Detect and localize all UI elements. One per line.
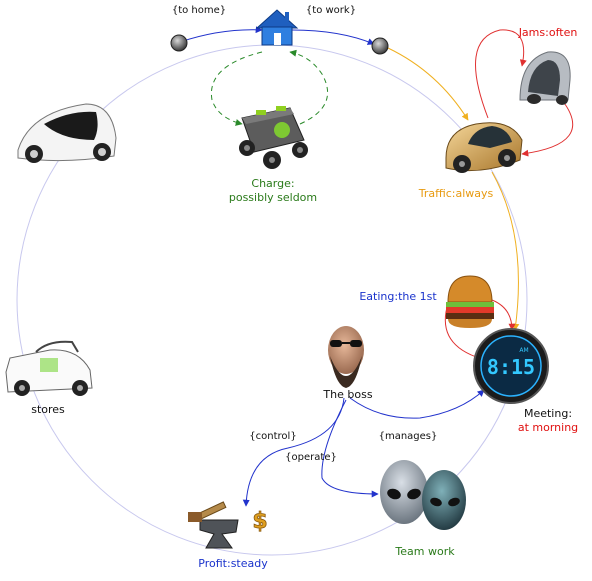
node-label-meeting: Meeting: <box>523 407 573 420</box>
node-label-meeting-value: at morning <box>517 421 579 434</box>
node-label-profit: Profit:steady <box>198 557 268 570</box>
node-label-traffic: Traffic:always <box>418 187 494 200</box>
edge-label-control: {control} <box>249 431 297 442</box>
burger-icon <box>446 275 494 328</box>
edge-traffic-jams <box>475 29 527 119</box>
edge-to-home <box>179 26 263 43</box>
edge-traffic-meeting <box>491 171 520 331</box>
bearded-man-icon <box>328 326 364 388</box>
white-buggy-car-icon <box>5 340 93 396</box>
clock-time: 8:15 <box>487 355 535 379</box>
node-label-boss: The boss <box>323 388 373 401</box>
edge-to-work <box>291 29 375 45</box>
edge-label-to-work: {to work} <box>305 5 357 16</box>
edge-label-operate: {operate} <box>285 452 337 463</box>
house-icon <box>255 9 299 46</box>
home-junction-node <box>170 34 188 52</box>
anvil-dollar-icon: $ <box>188 501 268 549</box>
work-junction-node <box>371 37 389 55</box>
white-concept-car-icon <box>17 103 117 163</box>
clock-am: AM <box>519 347 528 354</box>
node-label-eating: Eating:the 1st <box>359 290 437 303</box>
node-label-team: Team work <box>395 545 455 558</box>
edge-charge-out <box>289 49 329 125</box>
edge-operate <box>321 399 379 498</box>
edge-manages <box>349 389 485 419</box>
svg-text:$: $ <box>252 509 267 534</box>
edge-label-manages: {manages} <box>378 431 438 442</box>
node-label-jams: Jams:often <box>518 26 578 39</box>
digital-clock-icon: 8:15 AM <box>473 328 549 404</box>
edge-work-traffic <box>387 47 469 121</box>
battery-robot-icon <box>239 106 308 169</box>
grey-pod-car-icon <box>519 51 571 105</box>
edge-charge-in <box>210 51 263 126</box>
node-label-stores: stores <box>31 403 65 416</box>
gold-smart-car-icon <box>445 122 523 173</box>
edge-eating-meeting <box>491 299 516 331</box>
edge-label-to-home: {to home} <box>171 5 227 16</box>
edge-jams-traffic <box>521 99 574 157</box>
node-label-charge: Charge: possibly seldom <box>228 177 318 204</box>
aliens-icon <box>380 460 466 530</box>
